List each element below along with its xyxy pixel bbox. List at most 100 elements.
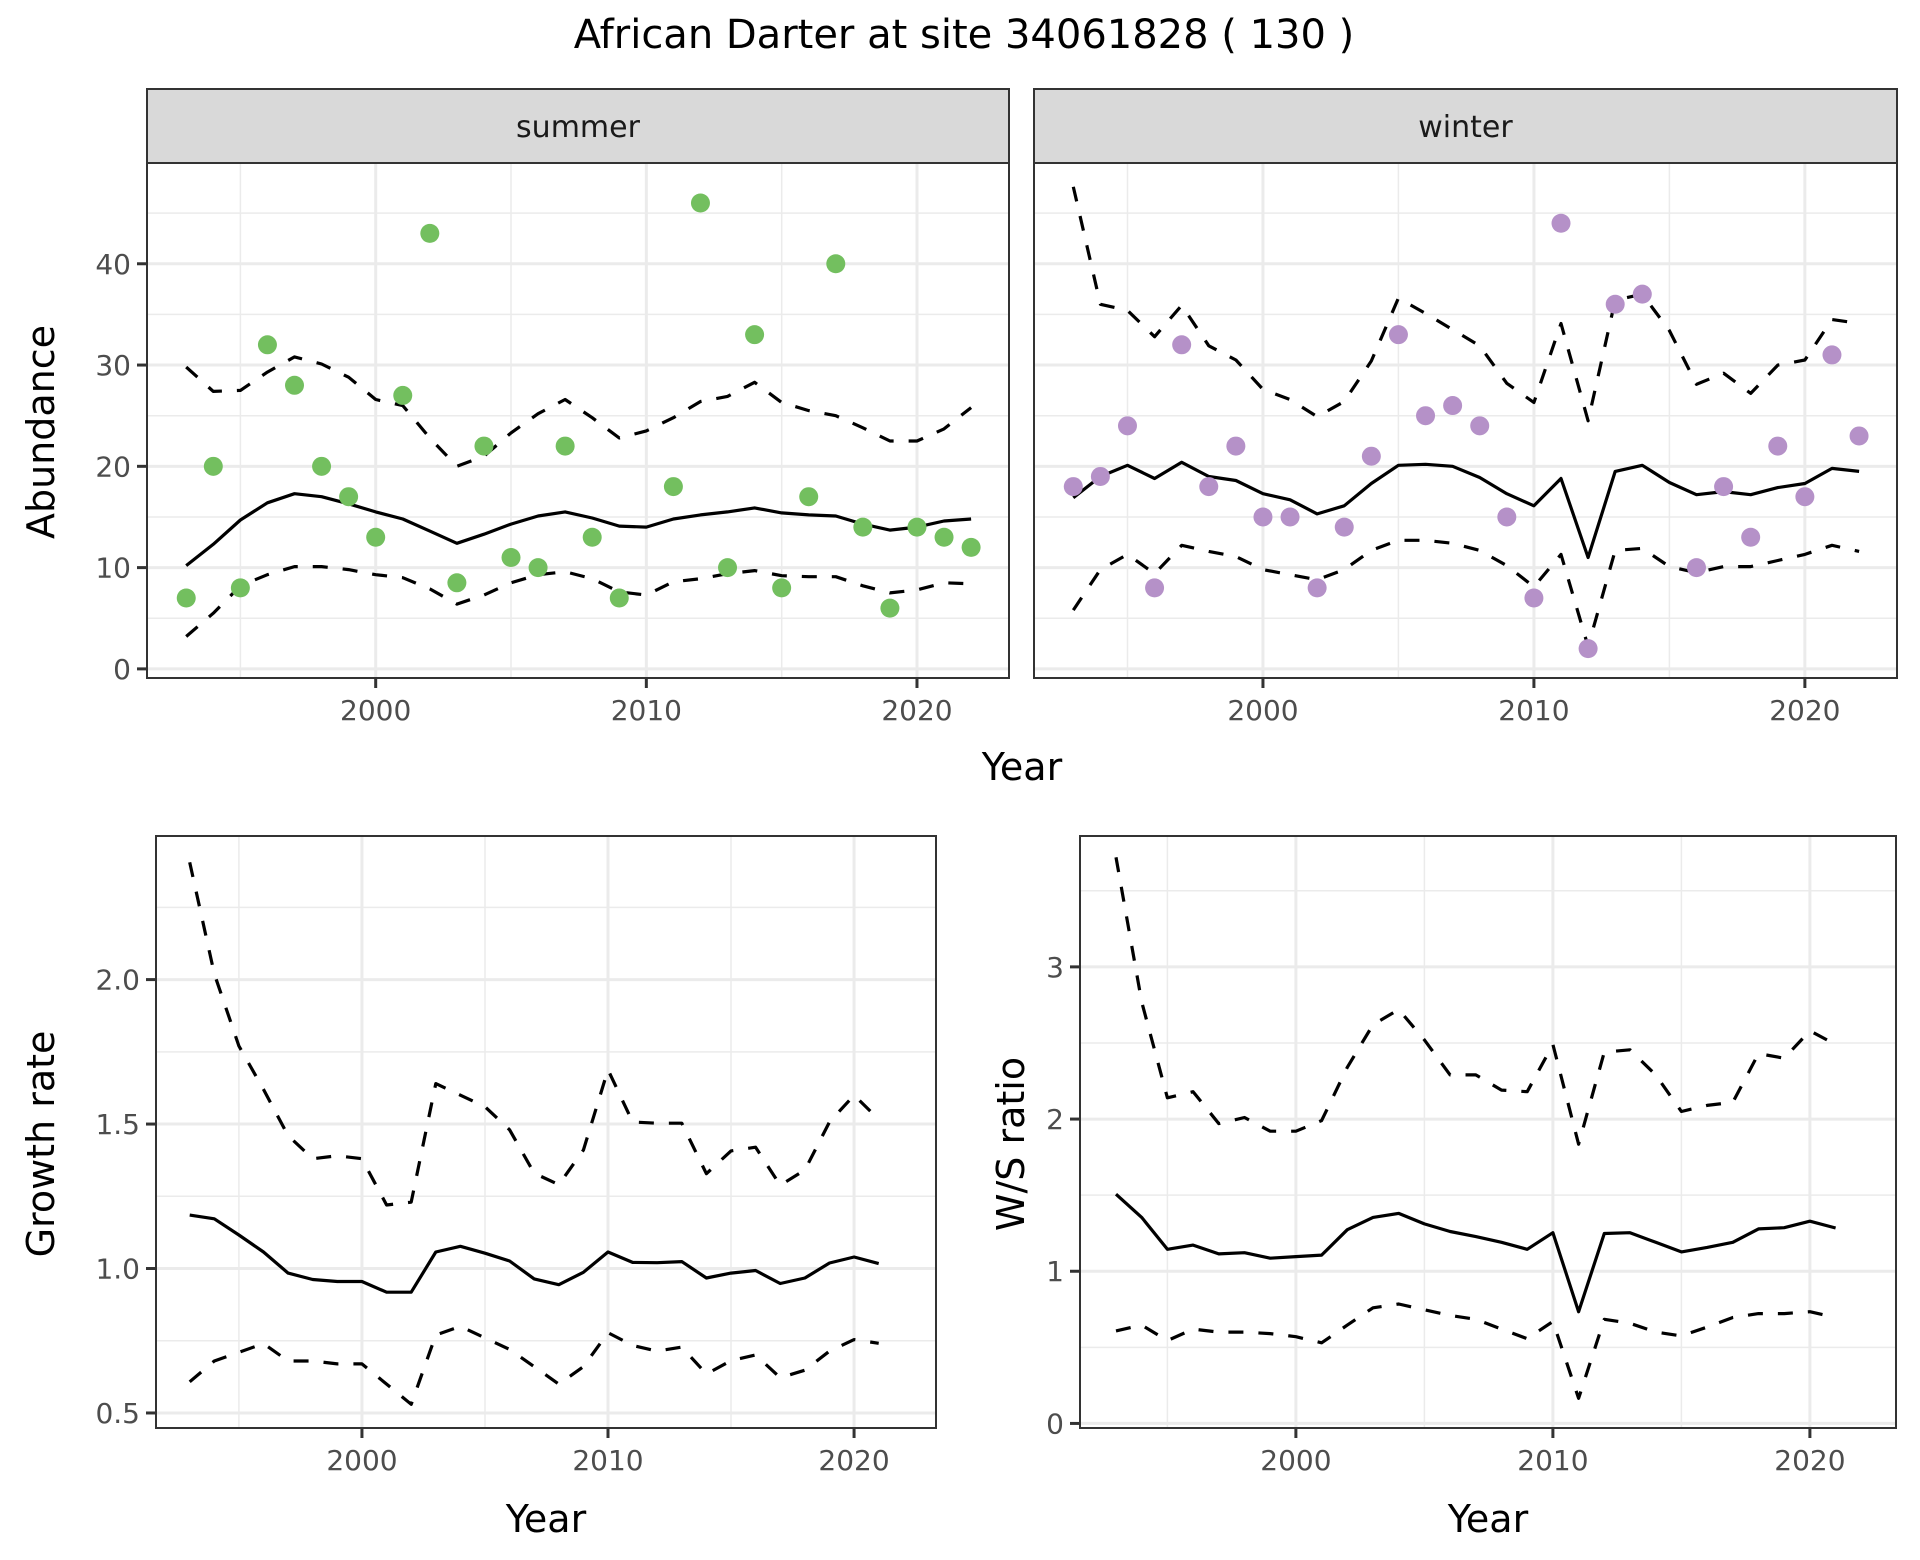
data-point: [312, 456, 332, 476]
data-point: [1605, 294, 1625, 314]
data-point: [176, 588, 196, 608]
facet-strip: [146, 88, 1010, 164]
series-line-upper: [1071, 186, 1860, 423]
x-tick-label: 2000: [1227, 694, 1298, 727]
facet-strip: [1033, 88, 1898, 164]
data-point: [1280, 507, 1300, 527]
series-line-upper: [185, 355, 973, 468]
x-tick-label: 2020: [818, 1444, 889, 1477]
panel-growth-rate: 2000 2010 2020 0.5 1.0 1.5 2.0 Growth rate Year: [19, 835, 937, 1541]
series-group: [1063, 186, 1869, 659]
data-point: [285, 375, 305, 395]
data-point: [799, 487, 819, 507]
y-tick-label: 10: [95, 552, 131, 585]
data-point: [1090, 466, 1110, 486]
series-line-lower: [1115, 1302, 1836, 1400]
data-point: [745, 325, 765, 345]
data-point: [582, 527, 602, 547]
x-tick-label: 2000: [1260, 1444, 1331, 1477]
series-group: [188, 861, 880, 1406]
x-tick-label: 2020: [1769, 694, 1840, 727]
data-point: [1443, 396, 1463, 416]
y-tick-label: 0: [1046, 1407, 1064, 1440]
data-point: [230, 578, 250, 598]
y-tick-label: 0: [113, 653, 131, 686]
y-axis-title: Growth rate: [19, 1031, 63, 1258]
data-point: [826, 254, 846, 274]
data-point: [420, 223, 440, 243]
y-tick-label: 20: [95, 450, 131, 483]
data-point: [1686, 558, 1706, 578]
data-point: [1199, 477, 1219, 497]
facet-strip-label: winter: [1418, 110, 1513, 145]
series-group: [1114, 857, 1837, 1400]
figure-title: African Darter at site 34061828 ( 130 ): [574, 12, 1355, 58]
y-tick-label: 40: [95, 248, 131, 281]
series-line-estimate: [189, 1213, 880, 1294]
data-point: [663, 477, 683, 497]
panel-ws-ratio: 2000 2010 2020 0 1 2 3 W/S ratio Year: [989, 835, 1897, 1541]
x-tick-label: 2020: [881, 694, 952, 727]
data-point: [366, 527, 386, 547]
y-tick-label: 3: [1046, 951, 1064, 984]
x-axis-title: Year: [505, 1497, 587, 1541]
series-group: [176, 193, 981, 638]
data-point: [718, 558, 738, 578]
panel-background: [1034, 163, 1897, 678]
y-axis-title: W/S ratio: [989, 1057, 1033, 1231]
data-point: [1470, 416, 1490, 436]
data-point: [1416, 406, 1436, 426]
series-line-estimate: [185, 492, 972, 567]
series-line-upper: [1114, 857, 1837, 1146]
panel-background: [156, 836, 936, 1428]
data-point: [880, 598, 900, 618]
x-tick-label: 2020: [1774, 1444, 1845, 1477]
data-point: [1334, 517, 1354, 537]
y-tick-label: 1: [1046, 1255, 1064, 1288]
facet-x-axis-title: Year: [981, 745, 1063, 789]
data-point: [1307, 578, 1327, 598]
data-point: [1145, 578, 1165, 598]
y-tick-label: 2: [1046, 1103, 1064, 1136]
data-point: [1822, 345, 1842, 365]
data-point: [1551, 213, 1571, 233]
y-tick-label: 2.0: [95, 964, 140, 997]
data-point: [1795, 487, 1815, 507]
data-point: [1361, 446, 1381, 466]
data-point: [1497, 507, 1517, 527]
data-point: [1388, 325, 1408, 345]
x-tick-label: 2000: [326, 1444, 397, 1477]
data-point: [934, 527, 954, 547]
data-point: [474, 436, 494, 456]
data-point: [1172, 335, 1192, 355]
data-point: [257, 335, 277, 355]
panel-abundance-winter: winter 2000 2010 2020: [1033, 88, 1898, 727]
data-point: [1768, 436, 1788, 456]
data-point: [203, 456, 223, 476]
panel-abundance-summer: summer 2000 2010 2020 0 10 20 30 40 Abundance: [19, 88, 1010, 727]
series-line-lower: [1071, 538, 1860, 649]
panel-background: [1080, 836, 1896, 1428]
data-point: [555, 436, 575, 456]
data-point: [1578, 639, 1598, 659]
data-point: [1226, 436, 1246, 456]
y-tick-label: 1.5: [95, 1108, 140, 1141]
x-tick-label: 2010: [1498, 694, 1569, 727]
panel-border: [1079, 835, 1897, 1429]
data-point: [1849, 426, 1869, 446]
data-point: [393, 385, 413, 405]
data-point: [1524, 588, 1544, 608]
y-tick-label: 1.0: [95, 1253, 140, 1286]
facet-strip-label: summer: [516, 110, 641, 145]
x-tick-label: 2010: [572, 1444, 643, 1477]
series-line-lower: [185, 564, 972, 638]
panel-border: [155, 835, 937, 1429]
y-tick-label: 30: [95, 349, 131, 382]
x-axis-title: Year: [1447, 1497, 1529, 1541]
series-line-estimate: [1114, 1193, 1837, 1314]
data-point: [1253, 507, 1273, 527]
data-point: [1632, 284, 1652, 304]
data-point: [907, 517, 927, 537]
data-point: [528, 558, 548, 578]
